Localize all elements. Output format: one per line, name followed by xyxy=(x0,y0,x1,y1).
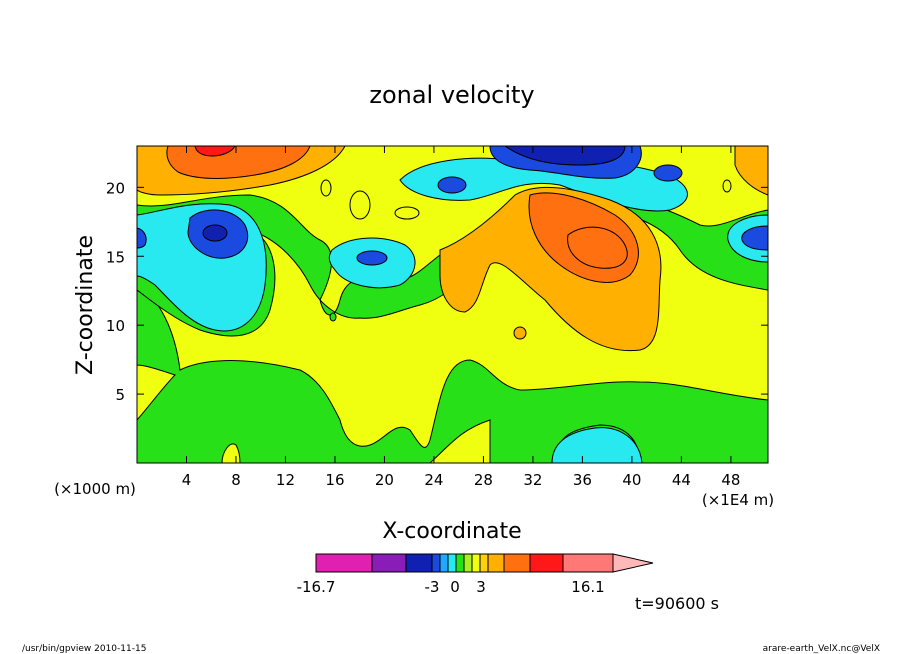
x-axis-label: X-coordinate xyxy=(382,519,521,544)
island-5 xyxy=(513,326,527,340)
colorbar-segment xyxy=(529,553,564,573)
x-tick-label: 32 xyxy=(523,471,542,489)
x-tick-label: 40 xyxy=(622,471,641,489)
x-ticks: 4 8 12 16 20 24 28 32 36 40 44 48 xyxy=(182,146,740,489)
x-tick-label: 12 xyxy=(276,471,295,489)
region-darkblue-top-center xyxy=(504,146,626,166)
region-darkblue-core-x6 xyxy=(202,224,228,242)
region-blue-core-x26 xyxy=(437,176,467,194)
plot-frame xyxy=(136,145,769,464)
colorbar xyxy=(315,553,654,573)
colorbar-label-min: -16.7 xyxy=(297,578,336,596)
region-darkorange-core-x37 xyxy=(567,226,628,269)
region-green-lower-band xyxy=(137,282,768,463)
plot-area xyxy=(137,146,768,463)
colorbar-segment xyxy=(315,553,373,573)
colorbar-segment xyxy=(371,553,407,573)
y-tick-label: 10 xyxy=(106,317,125,335)
region-blue-core-x19 xyxy=(356,250,388,266)
x-unit-label: (×1E4 m) xyxy=(702,491,774,509)
x-tick-label: 28 xyxy=(474,471,493,489)
colorbar-segment xyxy=(487,553,505,573)
colorbar-labels: -16.7 -3 0 3 16.1 xyxy=(297,578,605,596)
x-tick-label: 8 xyxy=(231,471,241,489)
colorbar-label-3: 3 xyxy=(476,578,486,596)
region-blue-right xyxy=(741,225,768,251)
colorbar-segment xyxy=(455,553,465,573)
chart-title: zonal velocity xyxy=(369,81,534,109)
region-red-core-top-left xyxy=(194,146,236,157)
colorbar-label-max: 16.1 xyxy=(571,578,604,596)
colorbar-segment xyxy=(447,553,457,573)
colorbar-segment xyxy=(471,553,481,573)
island-1 xyxy=(349,190,371,220)
footer-left: /usr/bin/gpview 2010-11-15 xyxy=(22,644,146,654)
x-tick-label: 48 xyxy=(721,471,740,489)
colorbar-segment xyxy=(431,553,441,573)
y-axis-label: Z-coordinate xyxy=(73,235,98,375)
x-tick-label: 24 xyxy=(424,471,443,489)
region-cyan-bottom-center xyxy=(551,427,643,463)
colorbar-label-zero: 0 xyxy=(450,578,460,596)
y-tick-label: 15 xyxy=(106,248,125,266)
x-tick-label: 16 xyxy=(325,471,344,489)
x-tick-label: 36 xyxy=(573,471,592,489)
time-label: t=90600 s xyxy=(635,594,719,613)
x-tick-label: 20 xyxy=(375,471,394,489)
colorbar-segment xyxy=(405,553,433,573)
colorbar-segment xyxy=(562,553,614,573)
region-cyan-left-edge xyxy=(137,227,147,249)
colorbar-label-neg3: -3 xyxy=(425,578,440,596)
colorbar-segment xyxy=(439,553,449,573)
footer-right: arare-earth_VelX.nc@VelX xyxy=(763,644,880,654)
island-2 xyxy=(394,206,420,220)
island-7 xyxy=(329,312,337,322)
y-tick-label: 5 xyxy=(115,386,125,404)
y-tick-label: 20 xyxy=(106,179,125,197)
colorbar-segment xyxy=(463,553,473,573)
colorbar-arrow xyxy=(612,553,654,573)
y-ticks: 5 10 15 20 xyxy=(106,179,768,404)
x-tick-label: 44 xyxy=(672,471,691,489)
region-blue-core-x43 xyxy=(653,164,683,182)
colorbar-segment xyxy=(503,553,531,573)
colorbar-segment xyxy=(479,553,489,573)
y-unit-label: (×1000 m) xyxy=(54,480,136,498)
island-4 xyxy=(722,179,732,193)
island-3 xyxy=(320,179,332,197)
x-tick-label: 4 xyxy=(182,471,192,489)
